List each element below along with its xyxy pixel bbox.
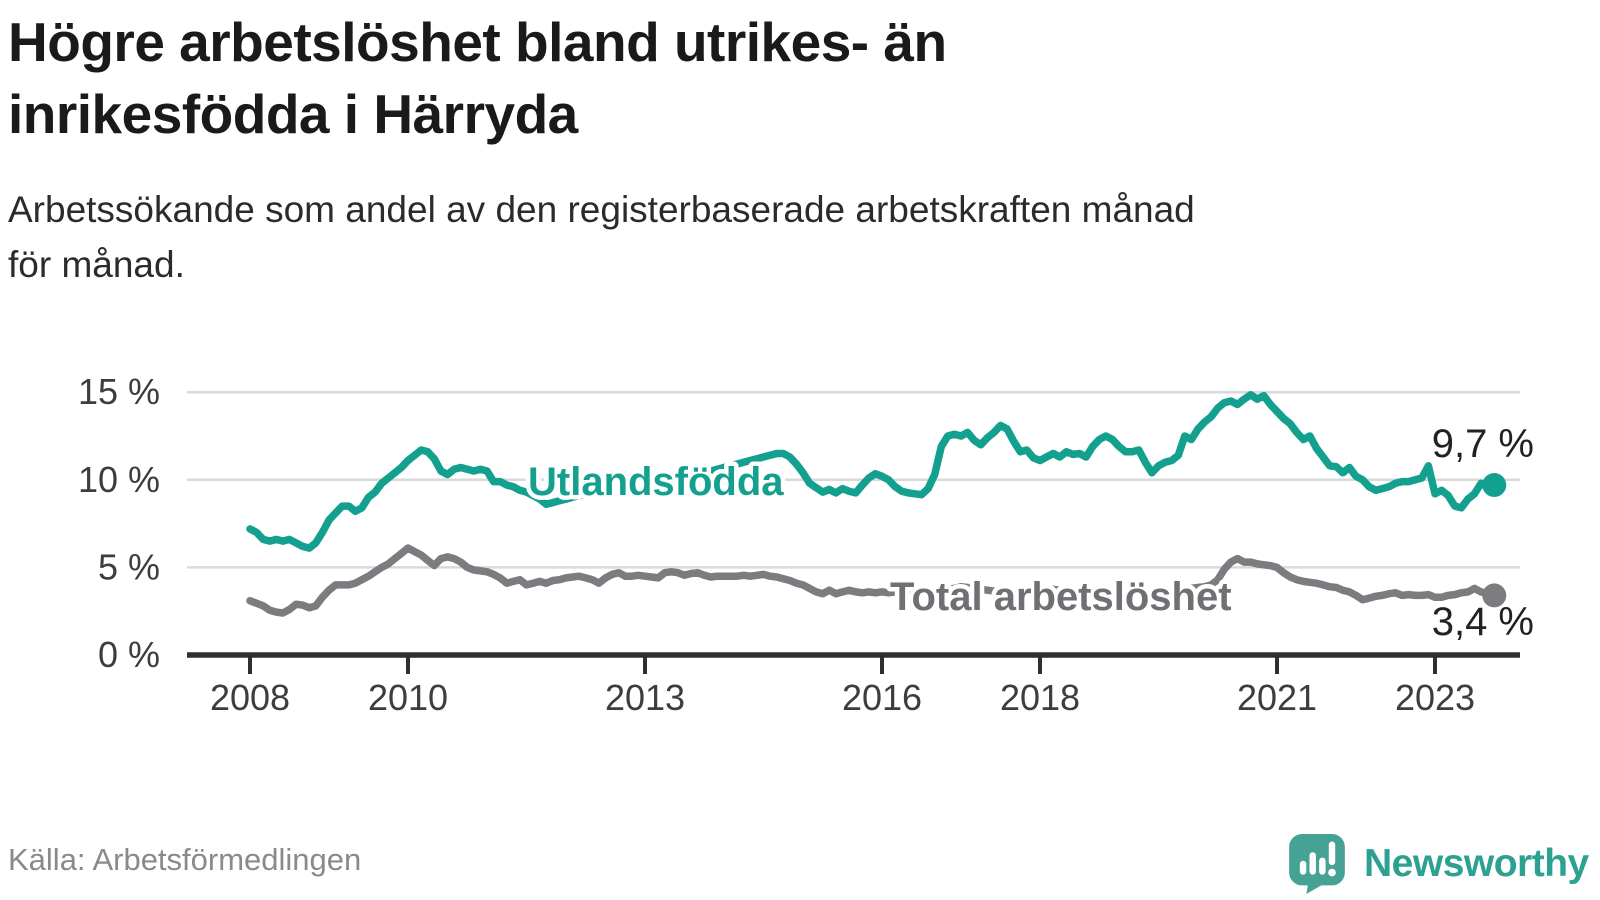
y-axis-label: 5 % <box>98 546 160 587</box>
chart-subtitle: Arbetssökande som andel av den registerb… <box>8 182 1195 292</box>
subtitle-line-1: Arbetssökande som andel av den registerb… <box>8 189 1195 230</box>
x-axis-label: 2023 <box>1395 677 1475 718</box>
title-line-1: Högre arbetslöshet bland utrikes- än <box>8 11 947 73</box>
title-line-2: inrikesfödda i Härryda <box>8 83 578 145</box>
x-axis-label: 2016 <box>842 677 922 718</box>
x-axis-label: 2010 <box>368 677 448 718</box>
series-end-label-utlandsfodda: 9,7 % <box>1432 422 1534 466</box>
x-axis-label: 2013 <box>605 677 685 718</box>
series-line-utlandsfodda <box>246 391 1499 552</box>
series-end-dot-utlandsfodda <box>1482 473 1507 498</box>
y-axis-label: 10 % <box>78 459 160 500</box>
source-note: Källa: Arbetsförmedlingen <box>8 842 362 877</box>
x-axis-label: 2021 <box>1237 677 1317 718</box>
newsworthy-wordmark: Newsworthy <box>1364 842 1589 885</box>
x-axis-label: 2018 <box>1000 677 1080 718</box>
series-label-total-arbetsloshet: Total arbetslöshet <box>890 575 1232 619</box>
series-end-dot-total-arbetsloshet <box>1482 583 1507 608</box>
y-axis-label: 0 % <box>98 634 160 675</box>
newsworthy-brand: Newsworthy <box>1288 834 1589 894</box>
y-axis-label: 15 % <box>78 371 160 412</box>
x-axis-label: 2008 <box>210 677 290 718</box>
newsworthy-logo-icon <box>1289 834 1345 894</box>
subtitle-line-2: för månad. <box>8 244 185 285</box>
series-end-label-total-arbetsloshet: 3,4 % <box>1432 600 1534 644</box>
series-line-total-arbetsloshet <box>246 544 1499 617</box>
page-title: Högre arbetslöshet bland utrikes- än inr… <box>8 6 947 150</box>
series-label-utlandsfodda: Utlandsfödda <box>528 460 784 504</box>
